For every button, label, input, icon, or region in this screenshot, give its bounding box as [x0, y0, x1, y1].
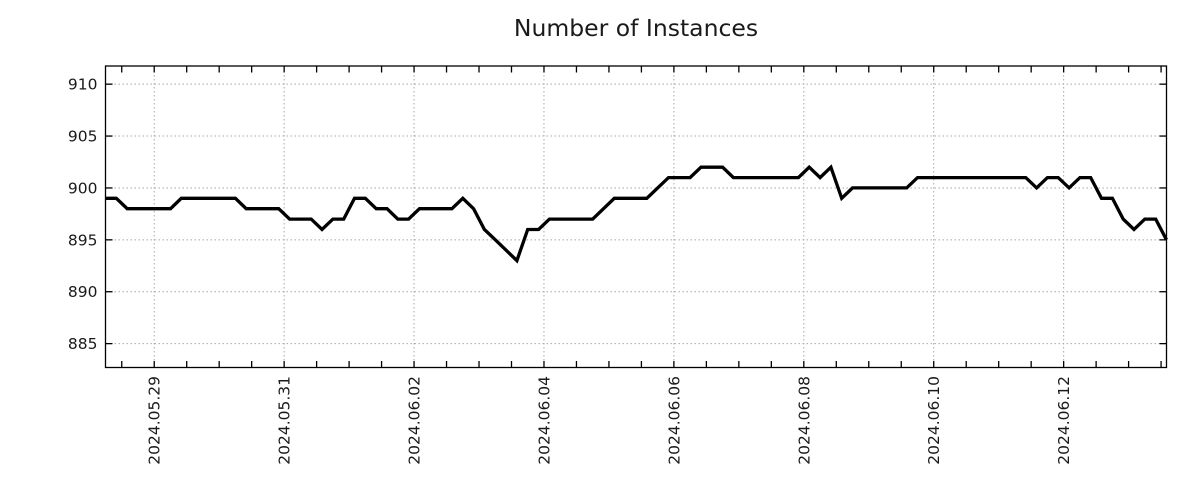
axis-layer	[104, 65, 1168, 369]
plot-border	[104, 65, 1168, 369]
x-axis-tick-label: 2024.06.02	[406, 376, 424, 465]
y-axis-tick-label: 885	[68, 335, 98, 353]
series-layer	[105, 164, 1168, 264]
y-axis-tick-label: 910	[68, 76, 98, 94]
x-axis-tick-label: 2024.06.10	[925, 376, 943, 465]
y-axis-tick-label: 895	[68, 231, 98, 249]
x-axis-tick-label: 2024.06.08	[795, 376, 813, 465]
x-axis-tick-label: 2024.05.31	[276, 376, 294, 465]
x-axis-tick-label: 2024.06.04	[535, 376, 553, 465]
chart-title: Number of Instances	[514, 14, 758, 42]
y-axis-tick-label: 900	[68, 179, 98, 197]
data-line	[105, 164, 1168, 264]
x-axis-tick-label: 2024.06.12	[1055, 376, 1073, 465]
y-axis-tick-label: 890	[68, 283, 98, 301]
label-layer: 885 890 895 900 905 910 2024.05.29 2024.05.31 20…	[68, 76, 1073, 465]
grid-layer	[106, 67, 1166, 367]
x-axis-tick-label: 2024.06.06	[665, 376, 683, 465]
x-axis-tick-label: 2024.05.29	[146, 376, 164, 465]
y-axis-tick-label: 905	[68, 128, 98, 146]
